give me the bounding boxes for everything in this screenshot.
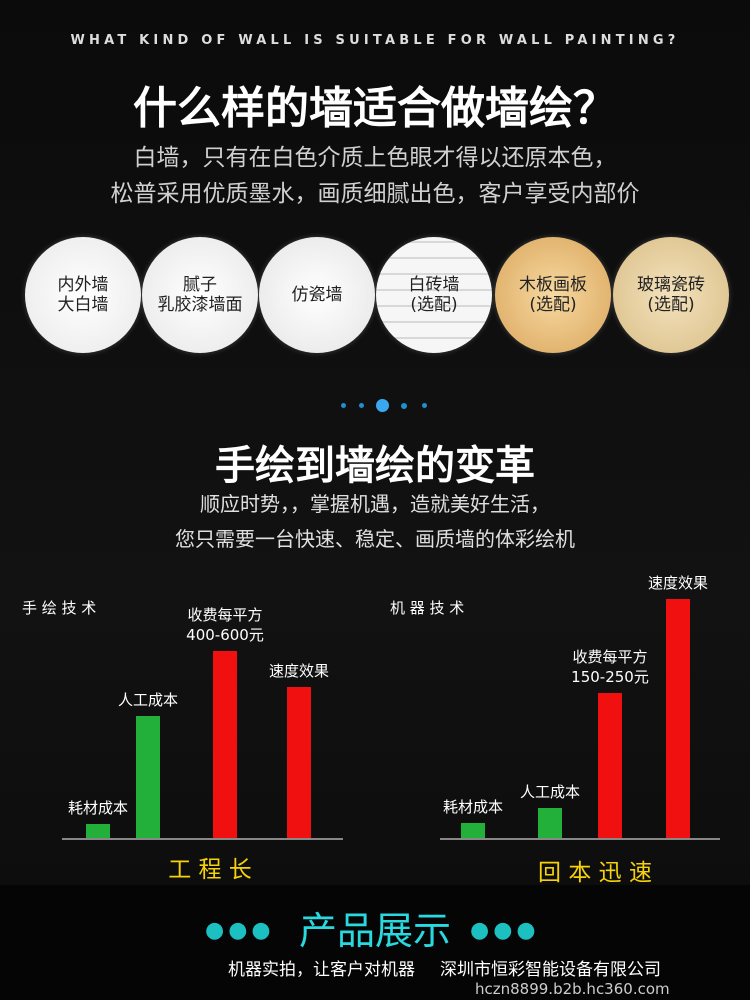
bar-label: 收费每平方 400-600元 bbox=[186, 606, 264, 644]
chart-caption: 工 程 长 bbox=[168, 857, 252, 883]
eyebrow: WHAT KIND OF WALL IS SUITABLE FOR WALL P… bbox=[70, 33, 680, 48]
subtitle-line: 白墙，只有在白色介质上色眼才得以还原本色， bbox=[133, 145, 617, 171]
section-title: 手绘到墙绘的变革 bbox=[215, 443, 535, 489]
surface-circle: 玻璃瓷砖 (选配) bbox=[613, 237, 729, 353]
surface-circle: 内外墙 大白墙 bbox=[25, 237, 141, 353]
bar-label: 速度效果 bbox=[268, 662, 329, 680]
bar bbox=[86, 824, 110, 838]
surface-circle: 腻子 乳胶漆墙面 bbox=[142, 237, 258, 353]
baseline bbox=[440, 838, 720, 840]
bar bbox=[136, 716, 160, 838]
bar bbox=[538, 808, 562, 838]
bar bbox=[666, 599, 690, 838]
footer-dots: ●●● bbox=[470, 918, 540, 943]
bar-label: 人工成本 bbox=[117, 691, 178, 709]
surface-circle: 仿瓷墙 bbox=[259, 237, 375, 353]
surface-circle: 木板画板 (选配) bbox=[495, 237, 611, 353]
section-line: 顺应时势，，掌握机遇，造就美好生活， bbox=[200, 492, 550, 516]
baseline bbox=[62, 838, 343, 840]
chart-title: 手 绘 技 术 bbox=[22, 599, 97, 617]
footer-caption: 机器实拍，让客户对机器 bbox=[228, 960, 415, 980]
chart-caption: 回 本 迅 速 bbox=[538, 860, 652, 886]
bar-label: 收费每平方 150-250元 bbox=[571, 648, 649, 686]
bar bbox=[213, 651, 237, 838]
surface-circle: 白砖墙 (选配) bbox=[376, 237, 492, 353]
bar-label: 耗材成本 bbox=[67, 799, 128, 817]
dot bbox=[359, 403, 364, 408]
bar bbox=[461, 823, 485, 838]
bar-label: 速度效果 bbox=[647, 574, 708, 592]
dot bbox=[401, 403, 407, 409]
footer-band bbox=[0, 885, 750, 1000]
title: 什么样的墙适合做墙绘？ bbox=[133, 83, 617, 134]
url: hczn8899.b2b.hc360.com bbox=[475, 980, 670, 998]
section-line: 您只需要一台快速、稳定、画质墙的体彩绘机 bbox=[175, 527, 575, 551]
subtitle-line: 松普采用优质墨水，画质细腻出色，客户享受内部价 bbox=[110, 181, 640, 207]
footer-title: 产品展示 bbox=[298, 909, 451, 953]
bar-label: 人工成本 bbox=[519, 783, 580, 801]
bar bbox=[287, 687, 311, 838]
dot bbox=[341, 403, 346, 408]
dot bbox=[422, 403, 427, 408]
chart-title: 机 器 技 术 bbox=[390, 599, 465, 617]
company: 深圳市恒彩智能设备有限公司 bbox=[440, 960, 661, 980]
footer-dots: ●●● bbox=[205, 918, 275, 943]
bar bbox=[598, 693, 622, 838]
bar-label: 耗材成本 bbox=[442, 798, 503, 816]
dot bbox=[376, 399, 389, 412]
